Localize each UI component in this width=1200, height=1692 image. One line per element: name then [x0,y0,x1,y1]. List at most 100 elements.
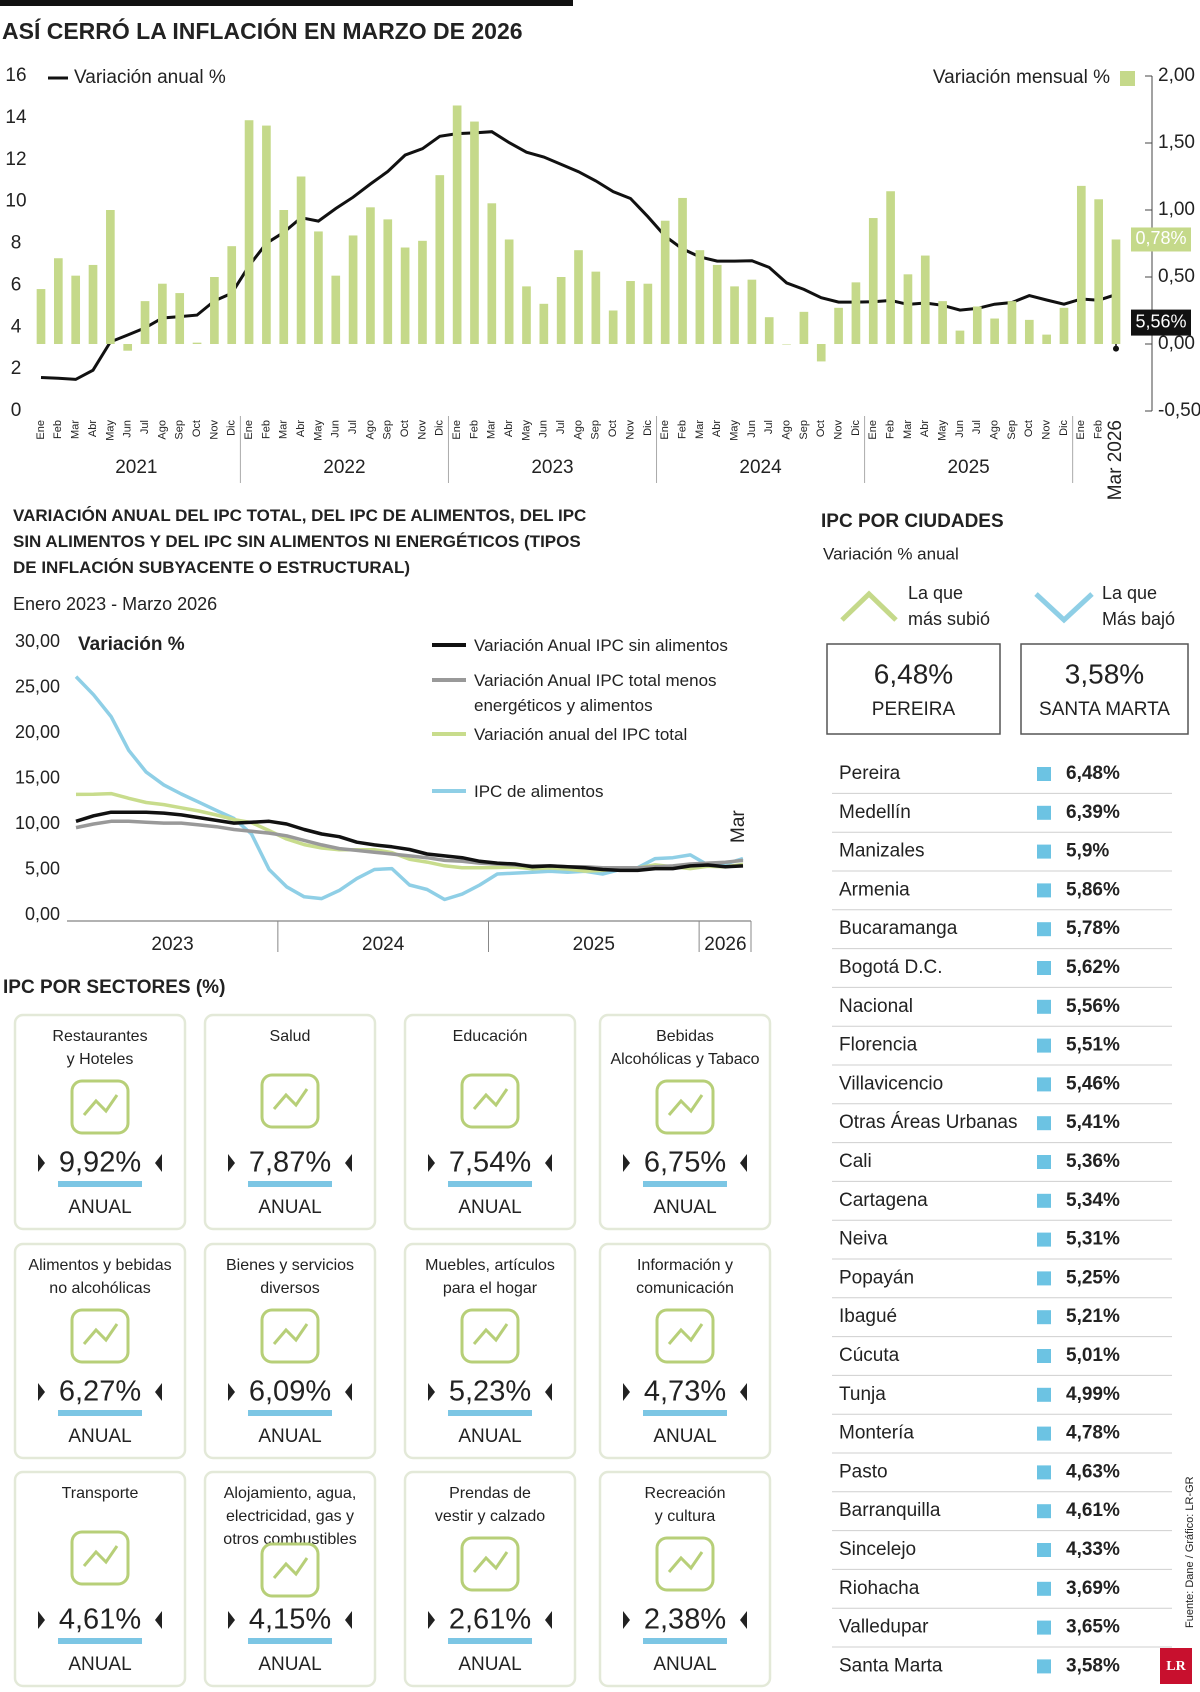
bar [36,289,46,344]
x-tick-label: Jun [122,420,134,438]
x-tick-label: May [520,420,532,441]
sector-period: ANUAL [68,1654,131,1675]
value-arrow [155,1154,162,1172]
city-value: 5,31% [1066,1229,1120,1250]
sector-period: ANUAL [653,1197,716,1218]
y-tick-label: 8 [11,233,22,254]
x-tick-label: Dic [850,420,862,436]
city-swatch [1037,999,1051,1014]
sector-card: Prendas de vestir y calzado 2,61% ANUAL [403,1470,577,1688]
x-tick-label: Oct [1023,420,1035,437]
value-arrow [545,1154,552,1172]
sector-name: y cultura [655,1508,716,1525]
sector-value: 4,61% [59,1604,141,1636]
y-tick-label: 0,00 [25,904,60,924]
city-name: Cúcuta [839,1345,900,1366]
section-subtitle: Variación % anual [823,544,959,563]
icon [460,1308,520,1364]
icon [82,1545,119,1567]
bar [400,247,410,344]
bar [244,120,254,344]
card-frame [403,1242,577,1460]
city-name: Bucaramanga [839,918,958,939]
value-label-box [1131,227,1191,252]
x-tick-label: May [937,420,949,441]
icon [460,1073,520,1129]
highlight-box [1020,643,1189,735]
x-tick-label: Sep [590,420,602,440]
icon [70,1530,130,1586]
source: Fuente: Dane / Gráfico: LR-GR [1184,1476,1196,1628]
x-tick-label: Ene [35,420,47,440]
year-label: 2025 [947,457,989,478]
bar [123,344,133,351]
logo: LR [1166,1659,1186,1674]
sector-card: Muebles, artículos para el hogar 5,23% ANUA… [403,1242,577,1460]
leader-dot [1113,345,1119,352]
sector-card: Alimentos y bebidas no alcohólicas 6,27% AN… [13,1242,187,1460]
sector-name: Bebidas [656,1028,714,1045]
bar [175,293,185,344]
x-tick-label: May [312,420,324,441]
city-swatch [1037,961,1051,975]
sector-card: Bienes y servicios diversos 6,09% ANUAL [203,1242,377,1460]
page-title: ASÍ CERRÓ LA INFLACIÓN EN MARZO DE 2026 [2,17,523,44]
bar [504,239,514,344]
city-swatch [1037,1426,1051,1441]
value-arrow [38,1611,45,1629]
x-tick-label: Mar 2026 [1105,420,1126,500]
legend-label: IPC de alimentos [474,782,604,801]
x-tick-label: Dic [642,420,654,436]
sector-name: Muebles, artículos [425,1257,555,1274]
icon [82,1094,119,1116]
x-tick-label: Abr [87,420,99,437]
card-frame [403,1470,577,1688]
bar [972,306,982,344]
underline [643,1410,727,1416]
x-tick-label: Jul [347,420,359,434]
year-label: 2023 [531,457,573,478]
card-frame [13,1470,187,1688]
card-frame [13,1242,187,1460]
bar [227,246,237,344]
y2-tick-label: 2,00 [1158,65,1195,86]
underline [248,1638,332,1644]
bar [643,283,653,344]
x-tick-label: Abr [711,420,723,437]
underline [58,1181,142,1187]
value-arrow [228,1383,235,1401]
city-value: 5,78% [1066,918,1120,939]
y2-tick-label: 0,50 [1158,266,1195,287]
city-swatch [1037,1387,1051,1402]
city-swatch [1037,1116,1051,1131]
y-tick-label: 10,00 [15,813,60,833]
sector-card: Salud 7,87% ANUAL [203,1013,377,1231]
city-name: Otras Áreas Urbanas [839,1112,1017,1133]
y-tick-label: 16 [5,65,26,86]
bar [296,176,306,344]
city-value: 6,48% [1066,763,1120,784]
card-frame [203,1013,377,1231]
y-tick-label: 20,00 [15,722,60,742]
value-arrow [740,1611,747,1629]
x-tick-label: Sep [798,420,810,440]
line [40,130,1117,381]
icon [272,1088,309,1110]
city-name: Villavicencio [839,1073,943,1094]
x-tick-label: Nov [832,420,844,440]
bar [660,220,670,344]
sector-period: ANUAL [68,1426,131,1447]
bar [314,231,323,344]
bar [695,250,705,344]
x-tick-label: Ene [659,420,671,440]
bar [556,277,566,344]
bar [764,317,774,344]
x-tick-label: Abr [503,420,515,437]
bar [539,303,549,344]
bar [678,197,687,344]
y-tick-label: 0 [11,400,22,421]
card-frame [203,1242,377,1460]
sector-name: Bienes y servicios [226,1257,354,1274]
x-tick-label: Feb [468,420,480,439]
legend-label: Variación anual del IPC total [474,725,688,744]
